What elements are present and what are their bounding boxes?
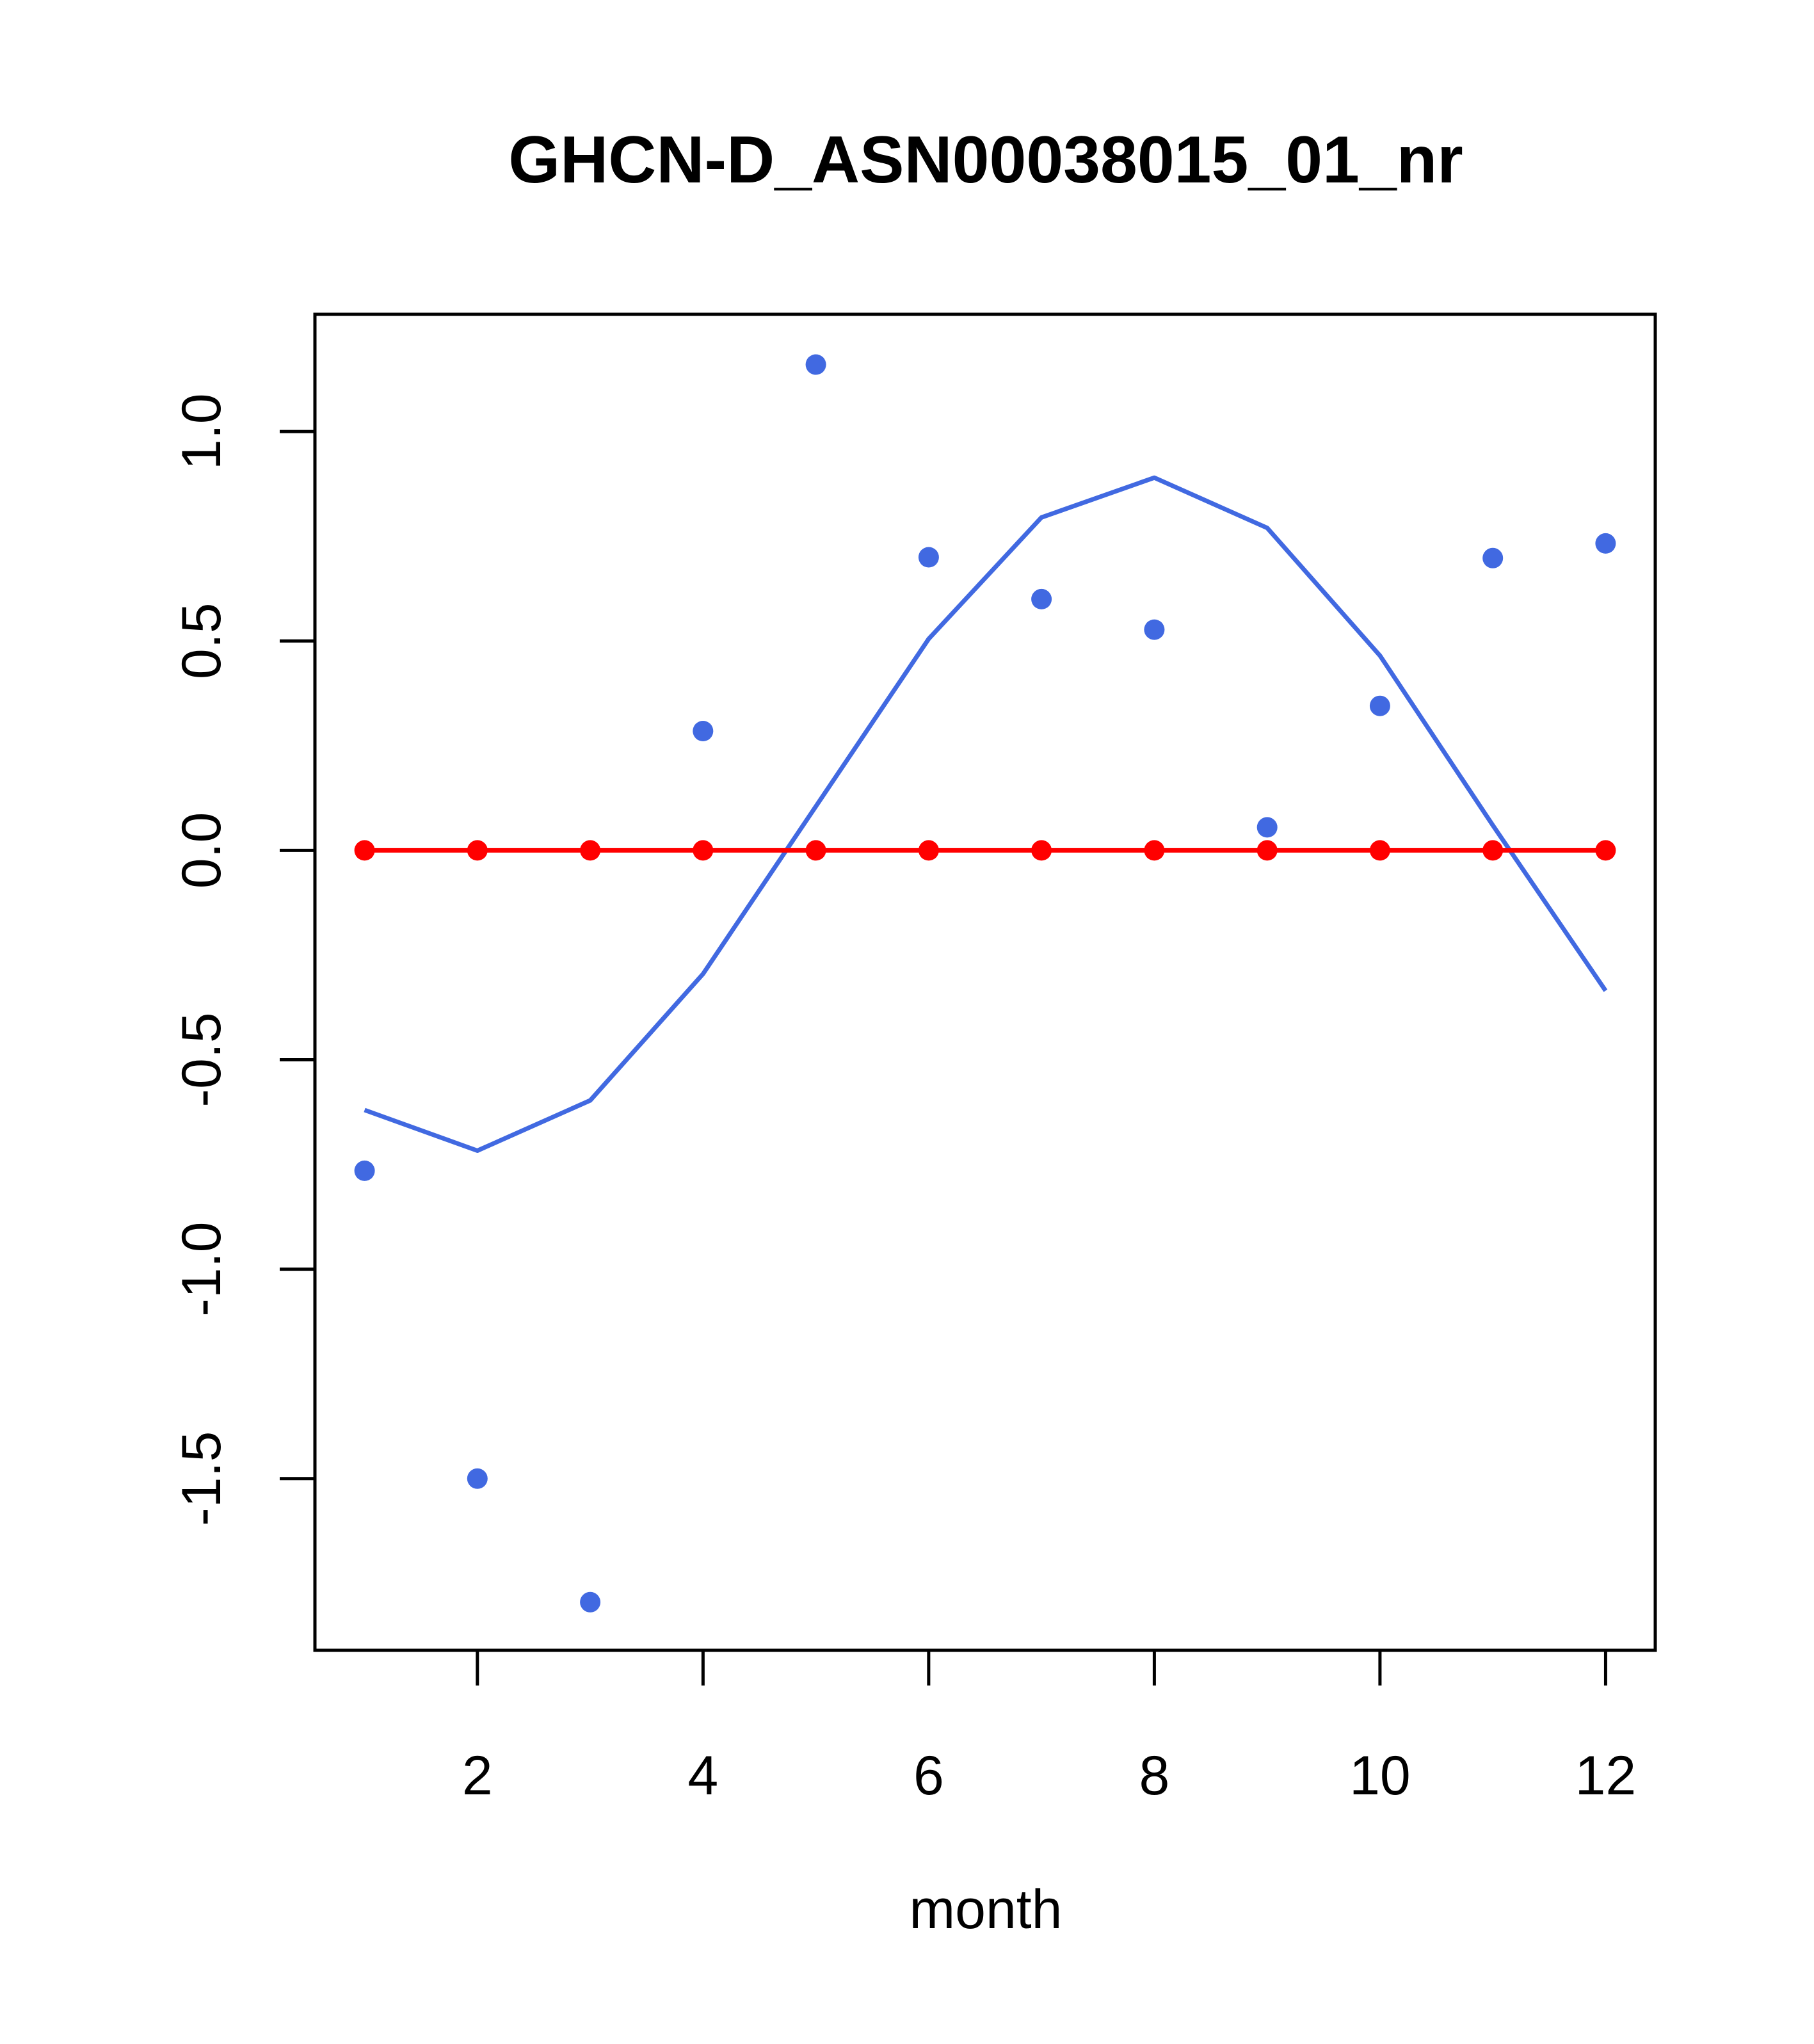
x-tick-label: 10 xyxy=(1349,1745,1411,1807)
data-point xyxy=(1256,840,1278,861)
data-point xyxy=(1369,840,1390,861)
y-tick-label: -1.5 xyxy=(171,1431,232,1526)
data-point xyxy=(1256,817,1278,838)
data-point xyxy=(1144,840,1165,861)
data-point xyxy=(693,840,714,861)
y-tick-label: 1.0 xyxy=(171,393,232,470)
plot-area xyxy=(313,312,1657,1652)
data-point xyxy=(918,547,939,568)
data-point xyxy=(580,1591,601,1613)
data-point xyxy=(693,721,714,741)
plot-frame xyxy=(313,312,1657,1652)
x-tick-label: 6 xyxy=(913,1745,944,1807)
data-point xyxy=(1595,840,1616,861)
data-point xyxy=(1595,533,1616,554)
series-2 xyxy=(354,840,1616,861)
data-point xyxy=(354,1160,375,1181)
data-point xyxy=(805,840,826,861)
series-0 xyxy=(354,354,1616,1613)
data-point xyxy=(467,1468,488,1489)
y-tick-label: -0.5 xyxy=(171,1012,232,1107)
y-tick-label: 0.0 xyxy=(171,812,232,889)
data-point xyxy=(1031,588,1052,609)
data-point xyxy=(1369,695,1390,716)
chart-title: GHCN-D_ASN00038015_01_nr xyxy=(508,123,1463,197)
data-point xyxy=(1031,840,1052,861)
x-tick-label: 4 xyxy=(687,1745,718,1807)
y-axis: -1.5 -1.0 -0.5 0.0 0.5 1.0 xyxy=(171,393,315,1526)
data-point xyxy=(467,840,488,861)
x-tick-label: 2 xyxy=(462,1745,493,1807)
data-point xyxy=(805,354,826,375)
x-axis-label: month xyxy=(909,1879,1062,1940)
y-tick-label: 0.5 xyxy=(171,603,232,680)
data-point xyxy=(918,840,939,861)
x-axis: 2 4 6 8 10 12 xyxy=(462,1650,1636,1807)
data-point xyxy=(1482,840,1504,861)
data-point xyxy=(1482,547,1504,568)
x-tick-label: 12 xyxy=(1575,1745,1637,1807)
data-point xyxy=(354,840,375,861)
series-line xyxy=(364,475,1608,1153)
data-point xyxy=(580,840,601,861)
y-tick-label: -1.0 xyxy=(171,1222,232,1317)
series-1 xyxy=(364,475,1608,1153)
data-point xyxy=(1144,619,1165,640)
x-tick-label: 8 xyxy=(1139,1745,1169,1807)
